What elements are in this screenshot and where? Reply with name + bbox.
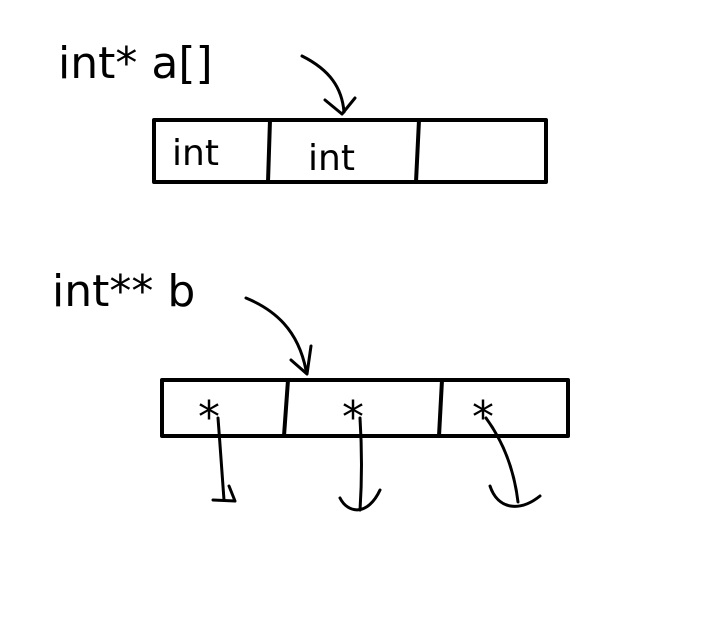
array-b-divider-2 [437, 378, 444, 438]
array-a-cell-1: int [172, 133, 219, 174]
array-b-box [160, 378, 570, 438]
pointer-arrow-2-head [338, 488, 382, 512]
array-b-divider-1 [282, 378, 290, 438]
array-b-cell-1: * [198, 392, 220, 443]
array-a-divider-1 [266, 118, 272, 184]
array-b-cell-3: * [472, 392, 494, 443]
pointer-arrow-2 [358, 416, 363, 512]
array-a-cell-2: int [308, 138, 355, 179]
array-a-box [152, 118, 548, 184]
array-a: int int [152, 118, 548, 184]
array-a-divider-2 [414, 118, 421, 184]
arrow-a-to-array [300, 54, 346, 114]
pointer-arrow-1 [216, 416, 226, 502]
array-b-cell-2: * [342, 392, 364, 443]
arrow-a-head [323, 96, 357, 116]
pointer-arrow-3-head [488, 484, 542, 508]
declaration-b-label: int** b [52, 266, 195, 317]
arrow-b-head [289, 344, 313, 376]
pointer-arrow-1-head [211, 484, 237, 503]
array-b: * * * [160, 378, 570, 443]
declaration-a-label: int* a[] [58, 38, 213, 89]
arrow-b-to-array [244, 296, 308, 372]
pointer-arrow-3 [484, 416, 520, 504]
